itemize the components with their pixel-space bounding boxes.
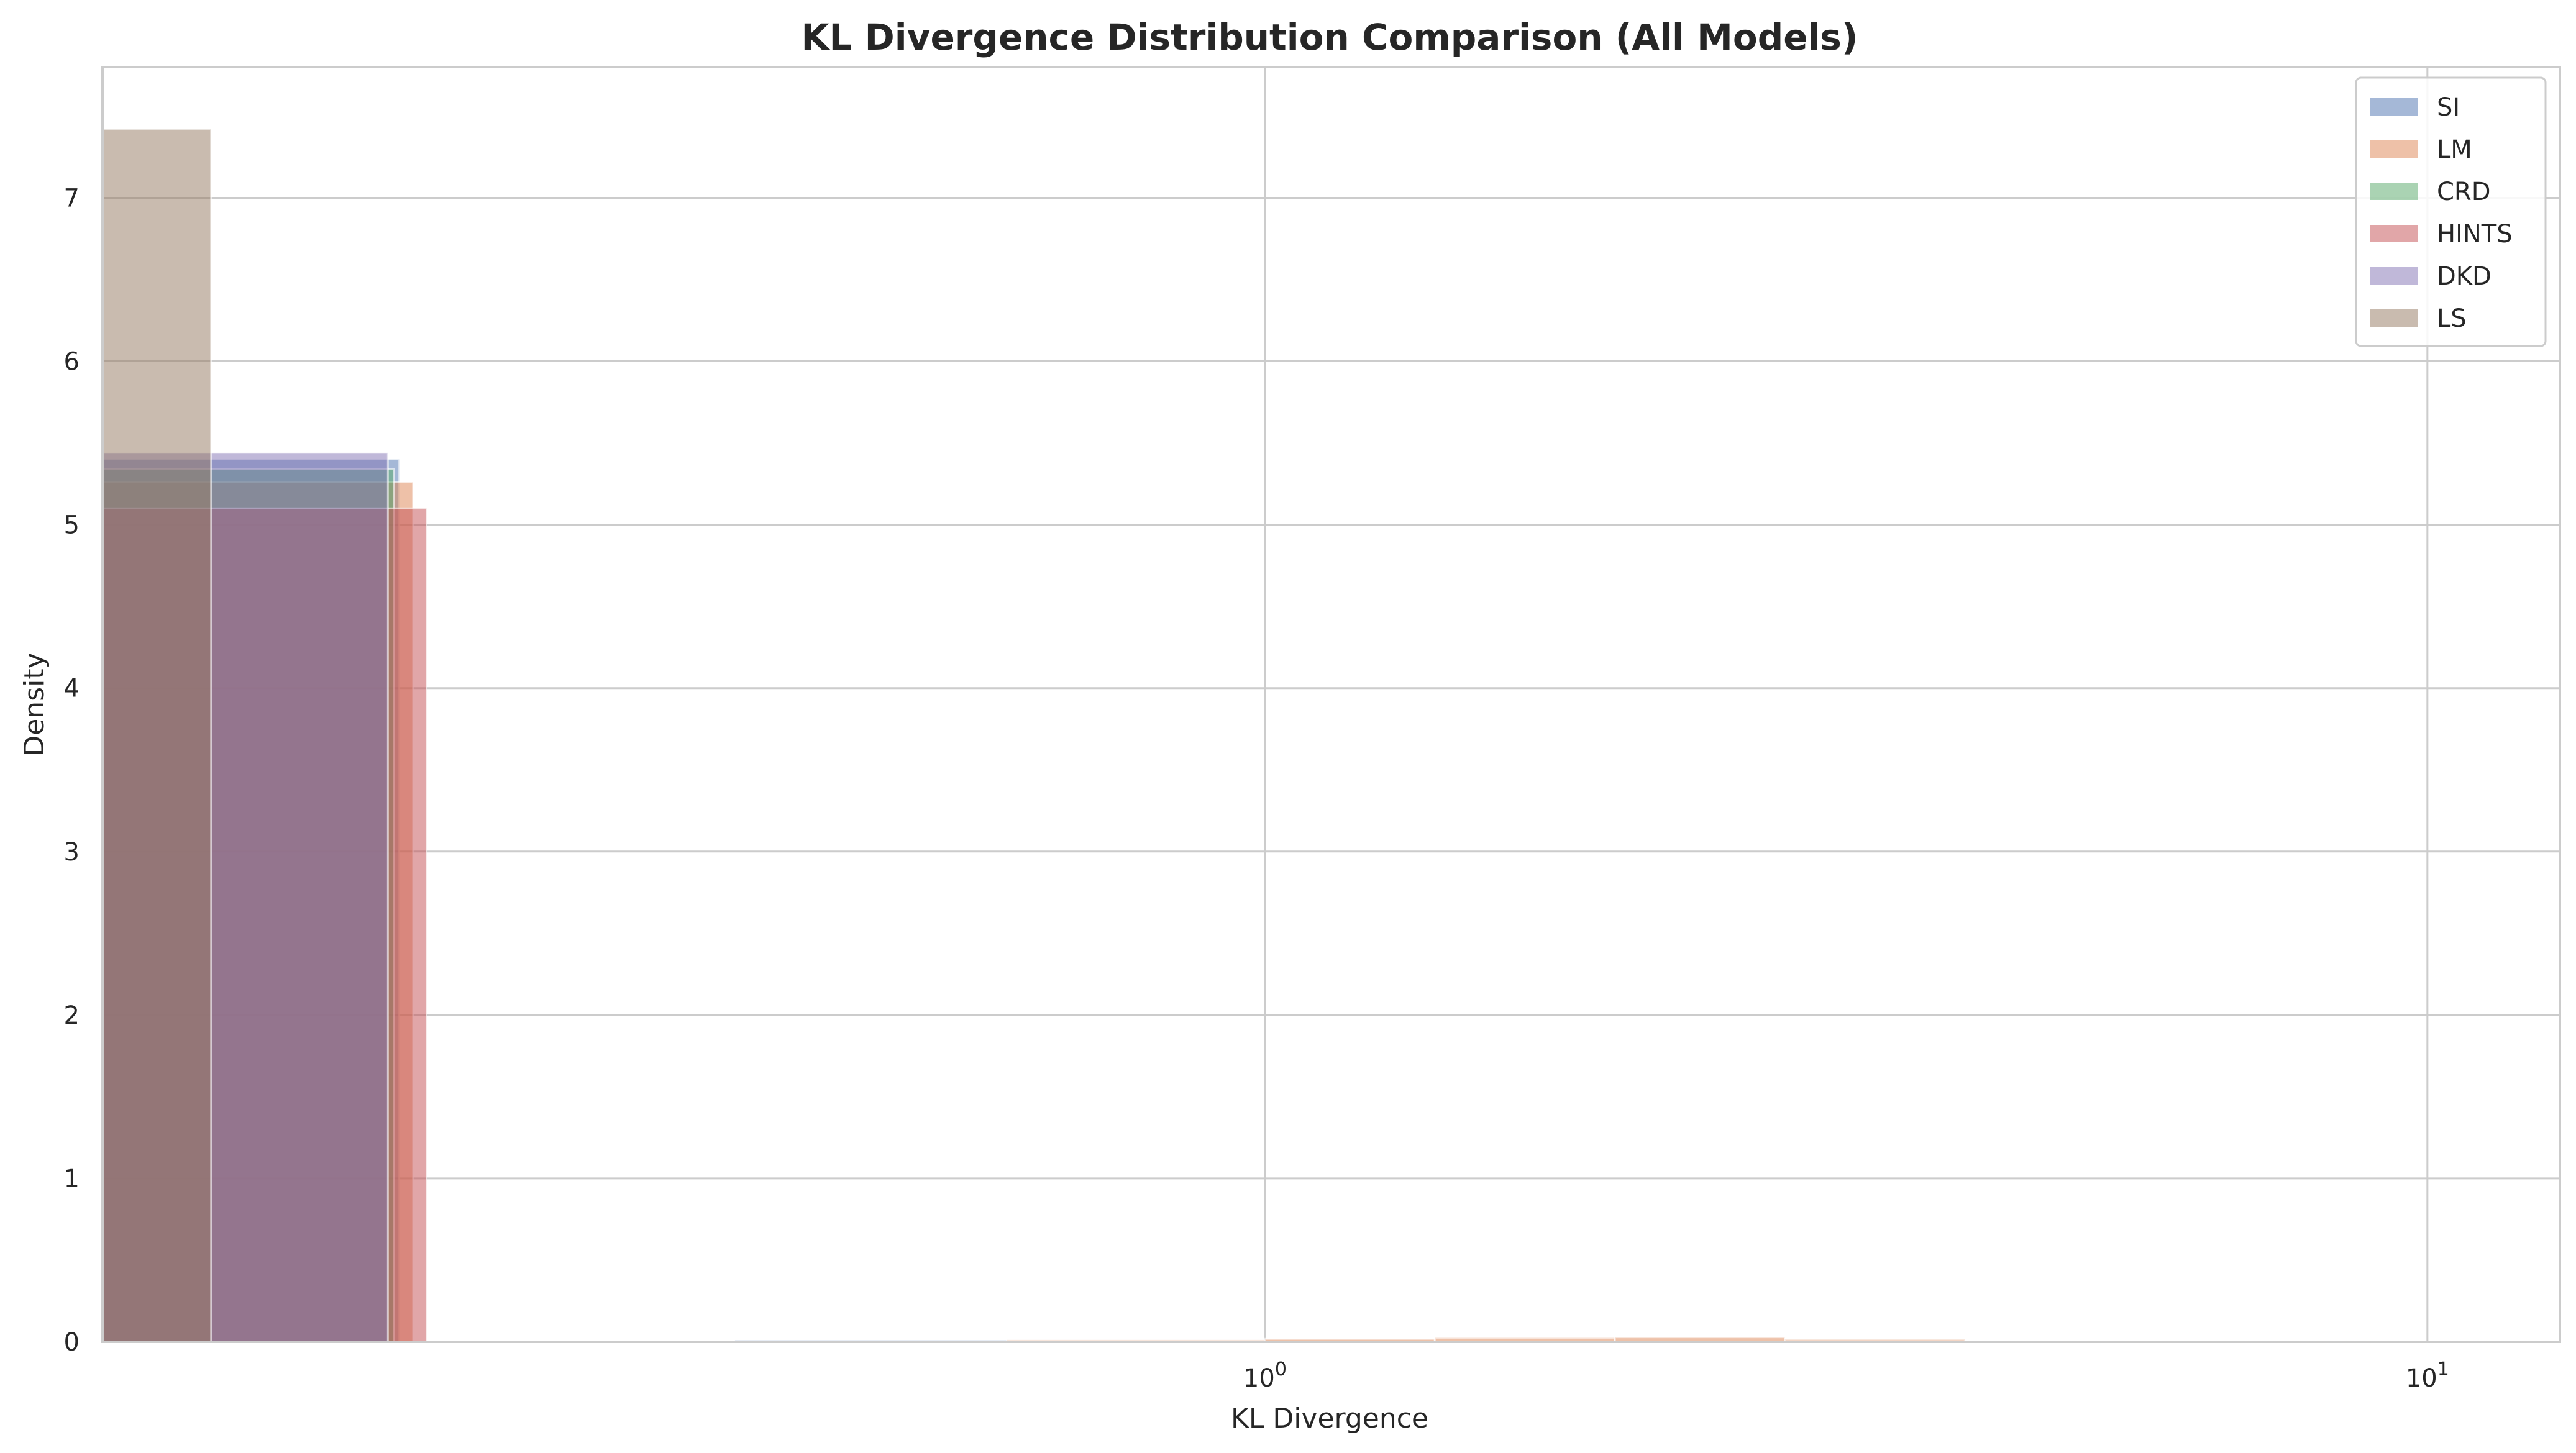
histogram-bars — [101, 128, 1966, 1343]
y-tick-label: 3 — [64, 838, 80, 867]
legend-label-ls: LS — [2437, 304, 2467, 333]
legend-label-dkd: DKD — [2437, 262, 2492, 291]
bar-ls — [101, 128, 212, 1343]
legend-label-hints: HINTS — [2437, 220, 2513, 248]
grid-lines — [103, 67, 2560, 1342]
legend-swatch-lm — [2370, 140, 2418, 158]
y-axis-label: Density — [19, 652, 50, 756]
legend-swatch-hints — [2370, 225, 2418, 242]
y-tick-label: 5 — [64, 511, 80, 540]
legend-label-lm: LM — [2437, 135, 2472, 164]
x-tick-label: 100 — [1243, 1359, 1287, 1393]
y-tick-label: 2 — [64, 1001, 80, 1030]
y-tick-labels: 0 1 2 3 4 5 6 7 — [64, 184, 80, 1357]
legend-swatch-dkd — [2370, 267, 2418, 285]
y-tick-label: 0 — [64, 1328, 80, 1357]
y-tick-label: 7 — [64, 184, 80, 212]
legend-label-crd: CRD — [2437, 178, 2491, 206]
legend: SI LM CRD HINTS DKD LS — [2355, 76, 2547, 347]
legend-label-si: SI — [2437, 93, 2460, 122]
legend-swatch-si — [2370, 98, 2418, 116]
y-tick-label: 1 — [64, 1165, 80, 1193]
x-tick-label: 101 — [2406, 1359, 2449, 1393]
plot-frame — [101, 66, 2561, 1343]
x-axis-label: KL Divergence — [1231, 1403, 1428, 1434]
chart-title: KL Divergence Distribution Comparison (A… — [802, 16, 1858, 58]
plot-area — [103, 67, 2560, 1342]
y-tick-label: 6 — [64, 348, 80, 376]
legend-swatch-ls — [2370, 309, 2418, 327]
y-tick-label: 4 — [64, 675, 80, 703]
legend-swatch-crd — [2370, 183, 2418, 200]
x-tick-labels: 100 101 — [1243, 1359, 2449, 1393]
